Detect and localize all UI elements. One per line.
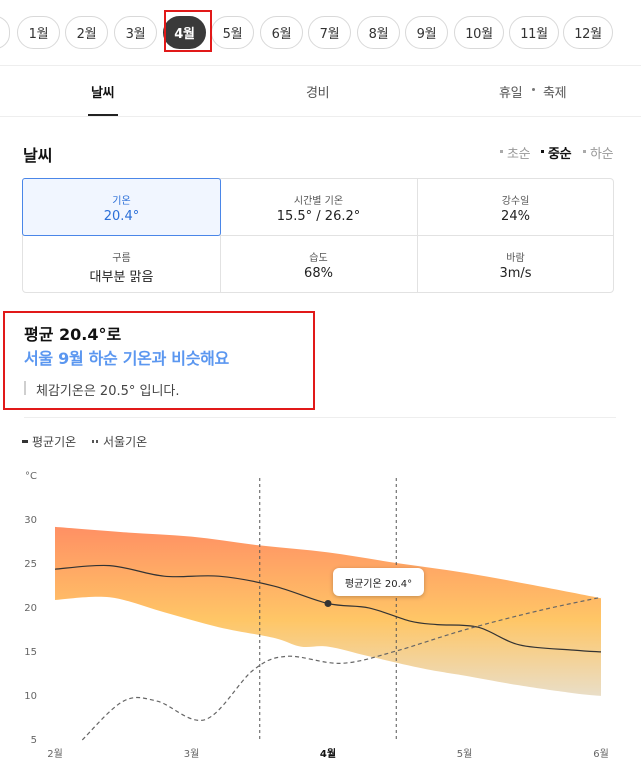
month-pill-6[interactable]: 6월 [260,16,303,49]
month-pill-11[interactable]: 11월 [509,16,559,49]
period-dot-early [500,150,503,153]
stat-value: 3m/s [499,266,532,281]
summary-feels-like: 체감기온은 20.5° 입니다. [36,384,180,399]
tab-holiday[interactable]: 휴일 [499,86,523,101]
stat-value: 24% [501,209,530,224]
series-avg-point [324,599,332,607]
legend-seoul-label: 서울기온 [103,435,148,449]
grid-divider [23,235,613,236]
y-tick-label: 15 [24,647,37,658]
tab-weather[interactable]: 날씨 [91,86,115,101]
chart-tooltip: 평균기온 20.4° [333,568,424,596]
period-early[interactable]: 초순 [507,147,531,162]
month-pill-8[interactable]: 8월 [357,16,400,49]
tab-cost[interactable]: 경비 [306,86,330,101]
chart-svg: °C 5 10 15 20 25 30 2월 3월 4월 5월 6월 [24,471,609,760]
stat-label: 습도 [309,253,328,264]
x-tick-label: 6월 [593,748,609,760]
period-dot-late [583,150,586,153]
series-seoul-line [81,596,602,741]
x-tick-label: 2월 [47,748,63,760]
stat-label: 시간별 기온 [293,196,344,207]
stat-temperature[interactable]: 기온 20.4° [22,178,221,236]
month-pill-10[interactable]: 10월 [454,16,504,49]
legend-avg-label: 평균기온 [32,435,77,449]
temperature-chart: °C 5 10 15 20 25 30 2월 3월 4월 5월 6월 [0,460,641,782]
stat-humidity[interactable]: 습도 68% [220,236,417,293]
legend-seoul: 서울기온 [92,433,147,450]
summary-comparison: 서울 9월 하순 기온과 비슷해요 [24,349,229,368]
y-tick-label: 20 [24,603,37,614]
y-tick-label: 10 [24,691,37,702]
quote-bar [24,381,26,395]
stat-label: 기온 [112,196,131,207]
month-pill-5[interactable]: 5월 [211,16,254,49]
tab-active-indicator [88,114,118,116]
stat-rain-days[interactable]: 강수일 24% [417,179,614,236]
solid-line-icon [22,440,28,443]
x-tick-label: 5월 [457,748,473,760]
temperature-range-area [55,526,601,696]
x-tick-label: 3월 [184,748,200,760]
stat-wind[interactable]: 바람 3m/s [417,236,614,293]
y-tick-label: 25 [24,559,37,570]
y-unit-label: °C [25,471,37,482]
stat-hourly-temperature[interactable]: 시간별 기온 15.5° / 26.2° [220,179,417,236]
stat-label: 바람 [506,253,525,264]
stat-label: 강수일 [501,196,530,207]
stat-label: 구름 [112,253,131,264]
legend-avg: 평균기온 [22,433,76,450]
stat-value: 20.4° [103,209,140,224]
y-tick-label: 5 [31,735,37,746]
period-mid[interactable]: 중순 [548,147,572,162]
stat-cloud[interactable]: 구름 대부분 맑음 [23,236,220,293]
highlight-box-month [164,10,212,52]
tab-separator-dot [532,88,535,91]
month-pill-3[interactable]: 3월 [114,16,157,49]
category-tabs: 날씨 경비 휴일 축제 [0,66,641,117]
x-tick-label: 4월 [320,748,336,760]
stat-value: 15.5° / 26.2° [276,209,361,224]
dashed-line-icon [92,440,99,443]
period-late[interactable]: 하순 [590,147,614,162]
month-pill-12-prev[interactable] [0,16,10,49]
series-avg-line [54,564,602,653]
month-pill-1[interactable]: 1월 [17,16,60,49]
stat-value: 68% [304,266,333,281]
stat-value: 대부분 맑음 [89,270,154,285]
summary-average: 평균 20.4°로 [24,325,122,344]
month-pill-2[interactable]: 2월 [65,16,108,49]
weather-stats-grid: 기온 20.4° 시간별 기온 15.5° / 26.2° 강수일 24% 구름… [22,178,614,293]
tab-festival[interactable]: 축제 [543,86,567,101]
y-tick-label: 30 [24,515,37,526]
weather-section-title: 날씨 [23,146,53,165]
period-dot-mid [541,150,544,153]
section-divider [24,417,616,418]
month-pill-4[interactable]: 4월 [163,16,206,49]
month-pill-9[interactable]: 9월 [405,16,448,49]
month-selector: 1월 2월 3월 4월 5월 6월 7월 8월 9월 10월 11월 12월 [0,0,641,66]
month-pill-7[interactable]: 7월 [308,16,351,49]
month-pill-12[interactable]: 12월 [563,16,613,49]
highlight-box-summary [3,311,315,410]
